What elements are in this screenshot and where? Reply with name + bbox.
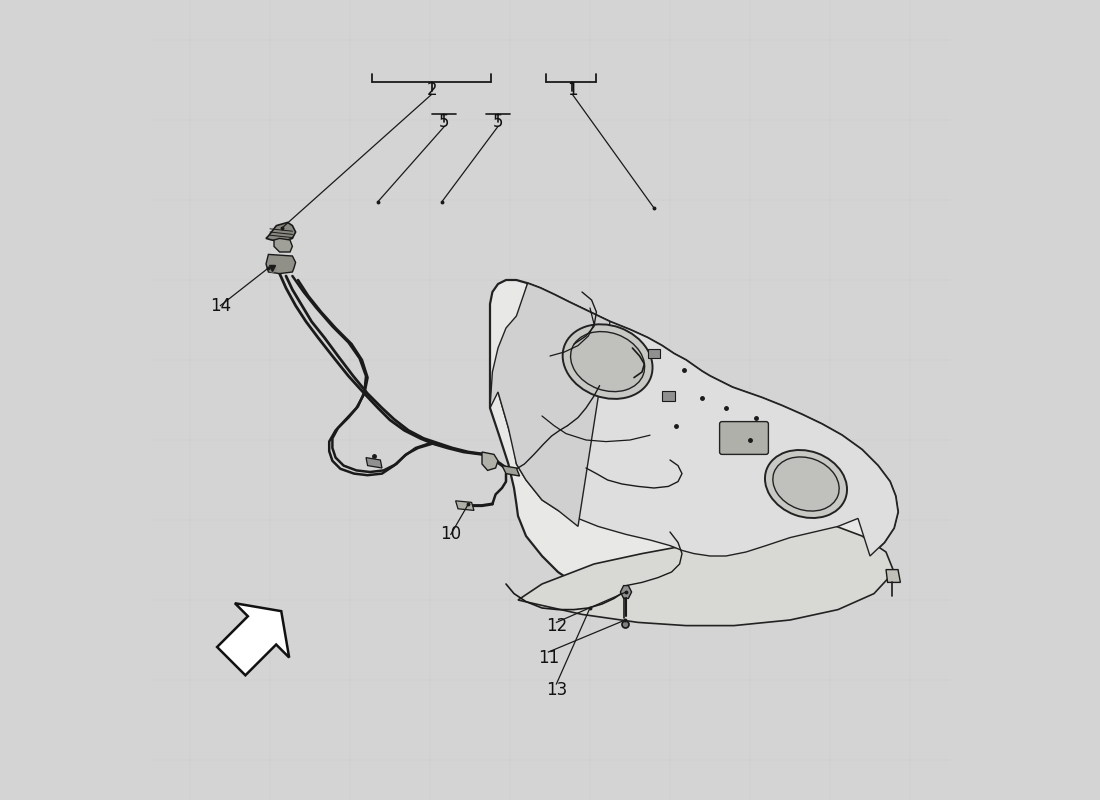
Text: 10: 10 — [440, 526, 461, 543]
Polygon shape — [366, 458, 382, 468]
Text: 11: 11 — [538, 649, 559, 666]
Text: 5: 5 — [493, 113, 504, 130]
FancyBboxPatch shape — [719, 422, 769, 454]
Bar — [648, 349, 660, 358]
Ellipse shape — [563, 324, 652, 399]
Polygon shape — [490, 280, 898, 610]
Text: 12: 12 — [546, 617, 566, 634]
Text: 2: 2 — [427, 81, 437, 98]
Polygon shape — [518, 524, 894, 626]
Polygon shape — [266, 254, 296, 274]
Polygon shape — [482, 452, 498, 470]
Polygon shape — [502, 466, 519, 476]
Text: 13: 13 — [546, 681, 566, 698]
Text: 14: 14 — [210, 297, 231, 314]
Ellipse shape — [764, 450, 847, 518]
Polygon shape — [217, 603, 289, 675]
Text: 5: 5 — [439, 113, 450, 130]
Polygon shape — [498, 283, 898, 556]
Text: 1: 1 — [568, 81, 578, 98]
Polygon shape — [886, 570, 901, 582]
Polygon shape — [620, 586, 631, 598]
Polygon shape — [266, 222, 296, 242]
Polygon shape — [274, 238, 293, 252]
Ellipse shape — [571, 331, 645, 392]
Ellipse shape — [773, 457, 839, 511]
Polygon shape — [490, 283, 610, 526]
Bar — [662, 391, 674, 401]
Polygon shape — [455, 501, 474, 510]
